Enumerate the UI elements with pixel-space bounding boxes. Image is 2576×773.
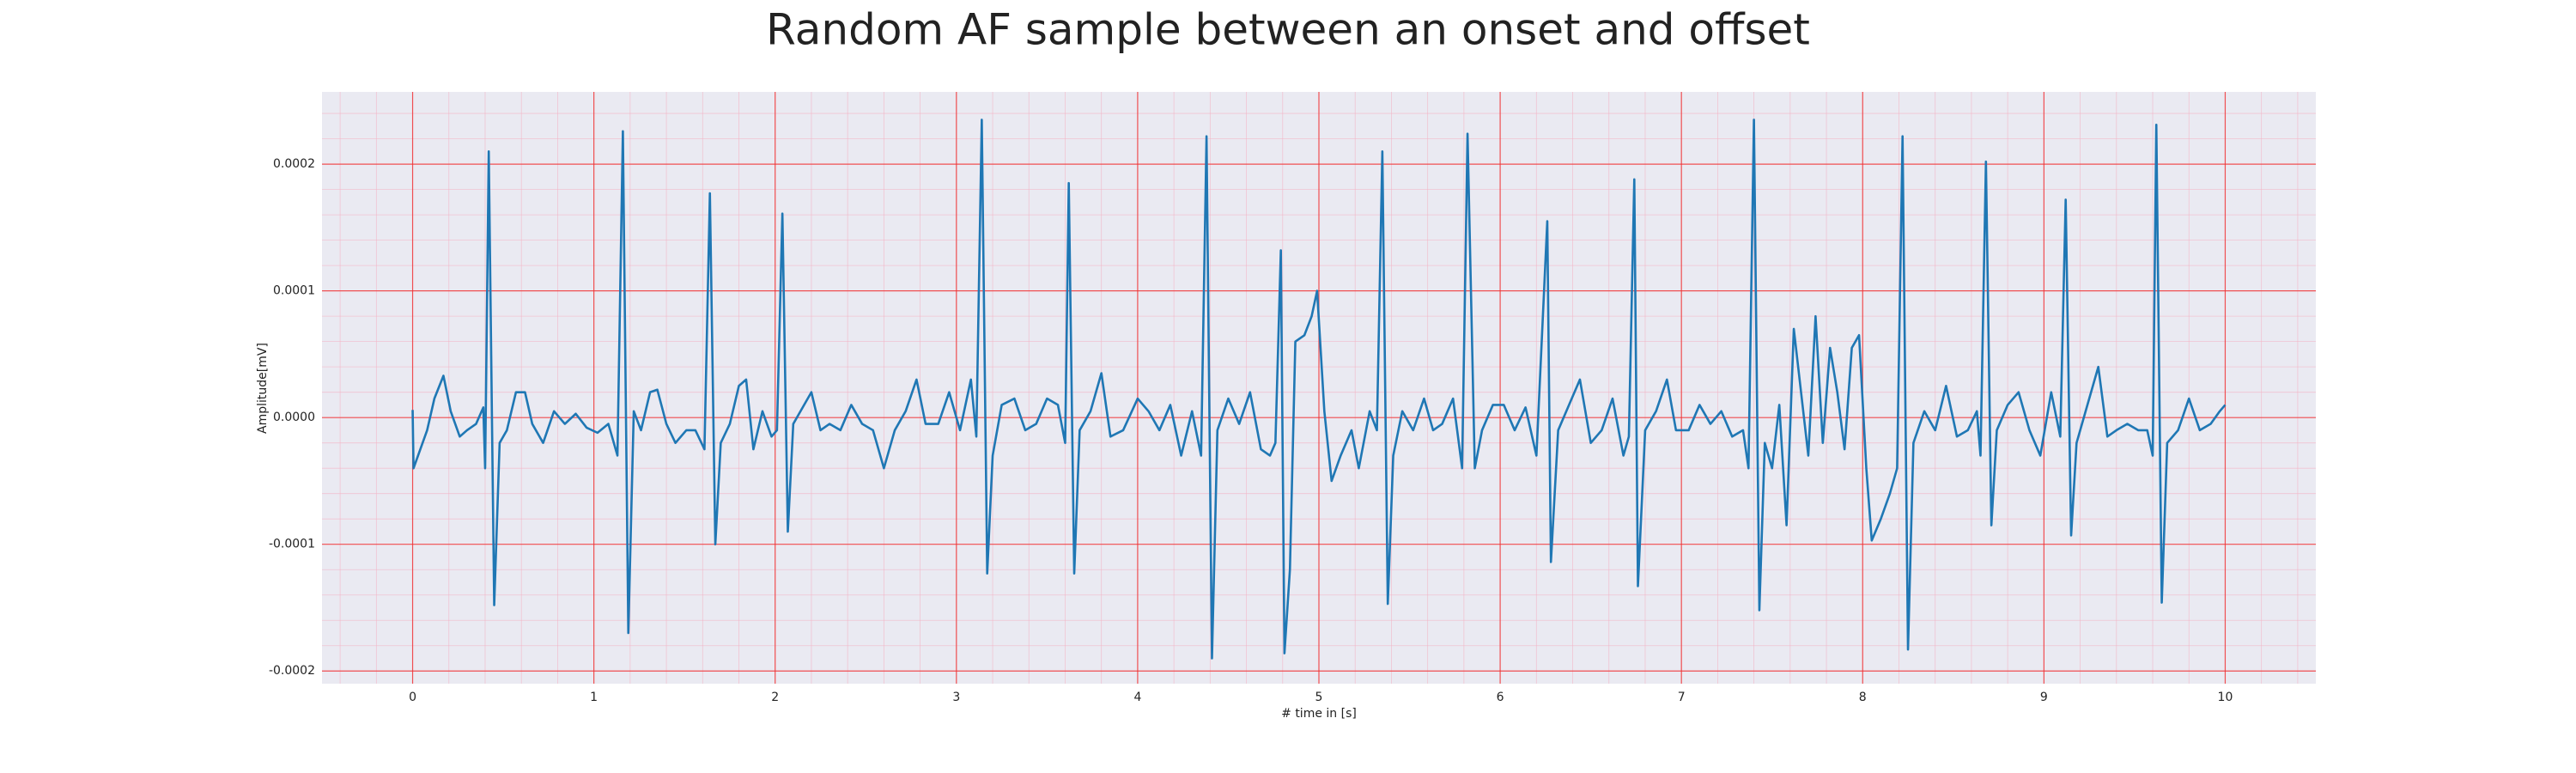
x-tick-label: 7 bbox=[1678, 691, 1686, 704]
y-tick-label: -0.0001 bbox=[269, 538, 315, 551]
x-tick-label: 9 bbox=[2040, 691, 2048, 704]
y-tick-label: 0.0000 bbox=[273, 411, 315, 424]
y-tick-label: 0.0001 bbox=[273, 284, 315, 298]
x-tick-label: 6 bbox=[1497, 691, 1504, 704]
x-tick-label: 3 bbox=[952, 691, 960, 704]
y-tick-label: -0.0002 bbox=[269, 664, 315, 678]
x-tick-label: 0 bbox=[409, 691, 416, 704]
x-tick-label: 8 bbox=[1859, 691, 1867, 704]
signal-line bbox=[411, 119, 2227, 660]
y-tick-label: 0.0002 bbox=[273, 157, 315, 171]
y-axis-label: Amplitude[mV] bbox=[256, 343, 270, 434]
x-tick-label: 10 bbox=[2218, 691, 2233, 704]
x-tick-label: 4 bbox=[1133, 691, 1141, 704]
x-axis-label: # time in [s] bbox=[1281, 707, 1357, 721]
x-tick-label: 5 bbox=[1315, 691, 1323, 704]
chart-title: Random AF sample between an onset and of… bbox=[766, 5, 1810, 55]
x-tick-label: 2 bbox=[771, 691, 779, 704]
x-tick-label: 1 bbox=[590, 691, 598, 704]
